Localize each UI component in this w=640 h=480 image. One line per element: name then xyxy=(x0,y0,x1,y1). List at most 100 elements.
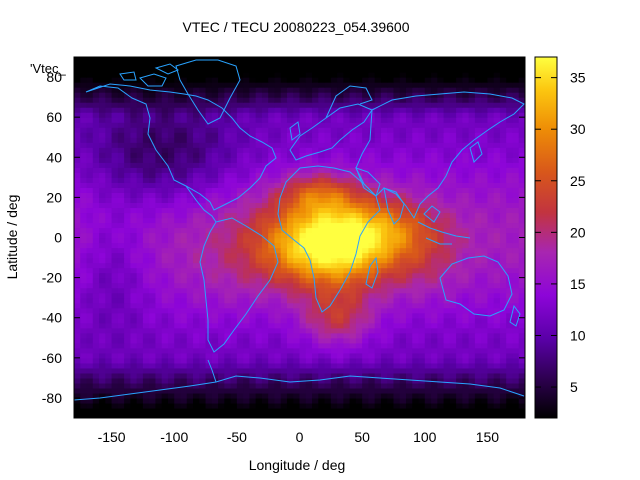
heatmap-cell xyxy=(456,72,463,78)
heatmap-cell xyxy=(155,327,163,334)
heatmap-cell xyxy=(324,297,332,304)
heatmap-cell xyxy=(261,212,269,219)
heatmap-cell xyxy=(249,297,257,304)
heatmap-cell xyxy=(136,407,144,414)
heatmap-cell xyxy=(506,402,514,409)
heatmap-cell xyxy=(481,242,489,249)
heatmap-cell xyxy=(167,137,175,143)
heatmap-cell xyxy=(506,407,514,414)
heatmap-cell xyxy=(431,367,438,374)
heatmap-cell xyxy=(99,322,106,329)
heatmap-cell xyxy=(343,402,351,409)
heatmap-cell xyxy=(512,352,520,359)
heatmap-cell xyxy=(412,192,420,198)
heatmap-cell xyxy=(368,182,376,188)
heatmap-cell xyxy=(431,242,438,249)
heatmap-cell xyxy=(230,377,238,384)
heatmap-cell xyxy=(399,307,407,314)
heatmap-cell xyxy=(343,167,351,173)
heatmap-cell xyxy=(305,382,313,389)
heatmap-cell xyxy=(362,157,369,163)
heatmap-cell xyxy=(74,172,81,178)
heatmap-cell xyxy=(431,107,438,113)
heatmap-cell xyxy=(268,187,276,193)
heatmap-cell xyxy=(380,232,388,239)
heatmap-cell xyxy=(431,297,438,304)
heatmap-cell xyxy=(92,162,100,168)
heatmap-cell xyxy=(318,152,326,158)
heatmap-cell xyxy=(161,142,169,148)
heatmap-cell xyxy=(512,317,520,324)
heatmap-cell xyxy=(124,177,131,183)
heatmap-cell xyxy=(80,202,88,209)
heatmap-cell xyxy=(474,312,482,319)
heatmap-cell xyxy=(255,92,263,98)
heatmap-cell xyxy=(393,367,401,374)
heatmap-cell xyxy=(230,392,238,399)
heatmap-cell xyxy=(462,212,470,219)
heatmap-cell xyxy=(74,257,81,264)
heatmap-cell xyxy=(274,282,282,289)
heatmap-cell xyxy=(268,347,276,354)
heatmap-cell xyxy=(462,182,470,188)
heatmap-cell xyxy=(330,222,338,229)
heatmap-cell xyxy=(199,132,207,138)
heatmap-cell xyxy=(456,102,463,108)
heatmap-cell xyxy=(424,402,432,409)
heatmap-cell xyxy=(218,407,225,414)
heatmap-cell xyxy=(92,397,100,404)
heatmap-cell xyxy=(437,392,445,399)
heatmap-cell xyxy=(180,172,188,178)
heatmap-cell xyxy=(180,112,188,118)
heatmap-cell xyxy=(437,162,445,168)
heatmap-cell xyxy=(506,367,514,374)
heatmap-cell xyxy=(380,302,388,309)
heatmap-cell xyxy=(268,307,276,314)
heatmap-cell xyxy=(261,262,269,269)
heatmap-cell xyxy=(506,317,514,324)
heatmap-cell xyxy=(380,77,388,83)
heatmap-cell xyxy=(74,107,81,113)
heatmap-cell xyxy=(193,107,200,113)
heatmap-cell xyxy=(324,257,332,264)
heatmap-cell xyxy=(431,402,438,409)
heatmap-cell xyxy=(255,337,263,344)
heatmap-cell xyxy=(405,147,413,153)
heatmap-cell xyxy=(142,362,150,369)
heatmap-cell xyxy=(80,132,88,138)
heatmap-cell xyxy=(205,237,213,244)
heatmap-cell xyxy=(249,252,257,259)
heatmap-cell xyxy=(117,347,125,354)
heatmap-cell xyxy=(493,232,501,239)
heatmap-cell xyxy=(268,247,276,254)
heatmap-cell xyxy=(337,177,344,183)
heatmap-cell xyxy=(362,282,369,289)
heatmap-cell xyxy=(349,232,357,239)
heatmap-cell xyxy=(474,247,482,254)
heatmap-cell xyxy=(362,92,369,98)
heatmap-cell xyxy=(512,112,520,118)
heatmap-cell xyxy=(224,297,232,304)
heatmap-cell xyxy=(167,82,175,88)
heatmap-cell xyxy=(399,212,407,219)
heatmap-cell xyxy=(405,342,413,349)
heatmap-cell xyxy=(337,87,344,93)
heatmap-cell xyxy=(205,112,213,118)
heatmap-cell xyxy=(230,177,238,183)
heatmap-cell xyxy=(418,162,426,168)
heatmap-cell xyxy=(230,182,238,188)
heatmap-cell xyxy=(387,377,395,384)
heatmap-cell xyxy=(243,367,250,374)
heatmap-cell xyxy=(412,412,420,418)
heatmap-cell xyxy=(124,187,131,193)
heatmap-cell xyxy=(136,382,144,389)
heatmap-cell xyxy=(199,362,207,369)
heatmap-cell xyxy=(261,217,269,224)
heatmap-cell xyxy=(249,347,257,354)
heatmap-cell xyxy=(468,127,476,133)
heatmap-cell xyxy=(412,217,420,224)
heatmap-cell xyxy=(280,367,288,374)
heatmap-cell xyxy=(330,412,338,418)
heatmap-cell xyxy=(280,307,288,314)
heatmap-cell xyxy=(399,317,407,324)
